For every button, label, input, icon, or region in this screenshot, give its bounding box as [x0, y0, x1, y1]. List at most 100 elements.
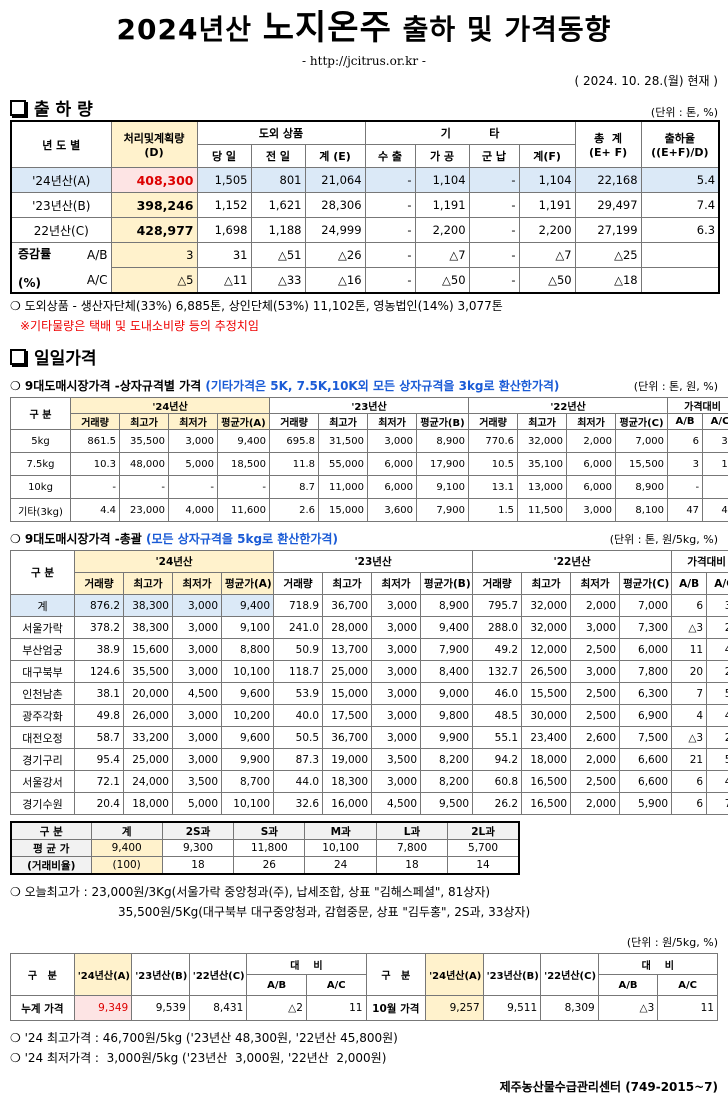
cell: 35,500	[120, 430, 169, 453]
cell: 11,600	[218, 499, 270, 522]
cell: 3,000	[567, 499, 616, 522]
cell: △33	[251, 268, 305, 294]
cell: 1,104	[519, 168, 575, 193]
cell: 20,000	[124, 683, 173, 705]
cell: 3,000	[173, 661, 222, 683]
cell: 24,999	[305, 218, 365, 243]
cell: (100)	[91, 857, 162, 875]
header: 거래량	[270, 414, 319, 430]
header: '24년산	[75, 551, 274, 573]
text: ❍ '24 최저가격 : 3,000원/5kg ('23년산 3,000원, '…	[10, 1049, 718, 1066]
cell: 28,000	[323, 617, 372, 639]
cell: 13.1	[469, 476, 518, 499]
row-label: '23년산(B)	[11, 193, 111, 218]
text: (단위 : 톤, 원/5kg, %)	[610, 531, 718, 547]
cell: 2,000	[571, 595, 620, 617]
cell: 8,200	[421, 771, 473, 793]
row-label: '24년산(A)	[11, 168, 111, 193]
cell: 29	[707, 661, 728, 683]
cell: 3,000	[571, 617, 620, 639]
text: 출 하 량	[10, 95, 93, 120]
cell: 27,199	[575, 218, 641, 243]
cell: 1,621	[251, 193, 305, 218]
cell: 4,000	[169, 499, 218, 522]
header: 평균가(C)	[616, 414, 668, 430]
text: (단위 : 톤, 원, %)	[634, 378, 718, 394]
cell: 7,800	[620, 661, 672, 683]
cell: 18	[376, 857, 447, 875]
document: 2024년산 노지온주 출하 및 가격동향 - http://jcitrus.o…	[0, 8, 728, 1102]
span: ❍ 9대도매시장가격 -총괄 (모든 상자규격을 5kg로 환산한가격)	[10, 530, 338, 547]
cell: 132.7	[473, 661, 522, 683]
cell: 18,500	[218, 453, 270, 476]
header: 최고가	[319, 414, 368, 430]
cell: 4	[672, 705, 707, 727]
cell: 408,300	[111, 168, 197, 193]
div: 출 하 량(단위 : 톤, %)	[10, 95, 718, 120]
cell: 9,539	[132, 996, 190, 1021]
cell: 1,188	[251, 218, 305, 243]
text: ❍ '24 최고가격 : 46,700원/5kg ('23년산 48,300원,…	[10, 1029, 718, 1046]
text: (E+ F)	[589, 146, 627, 159]
cell: 1,191	[519, 193, 575, 218]
cell: 8,100	[616, 499, 668, 522]
cell: -	[365, 193, 415, 218]
text: ❍ 도외상품 - 생산자단체(33%) 6,885톤, 상인단체(53%) 11…	[10, 297, 718, 314]
cell: 17,900	[417, 453, 469, 476]
title: 2024년산 노지온주 출하 및 가격동향	[10, 8, 718, 48]
cell: 25,000	[124, 749, 173, 771]
cell: 2,600	[571, 727, 620, 749]
cell: 20.4	[75, 793, 124, 815]
cell: 10.5	[469, 453, 518, 476]
cell: 15,600	[124, 639, 173, 661]
cell: 9,600	[222, 683, 274, 705]
cell: 28,306	[305, 193, 365, 218]
header: 평균가(A)	[218, 414, 270, 430]
cell: 7.4	[641, 193, 719, 218]
cell: 3,000	[372, 639, 421, 661]
text: ❍ 9대도매시장가격 -총괄	[10, 532, 142, 546]
cell: 35,500	[124, 661, 173, 683]
header: 최고가	[522, 573, 571, 595]
cell: 24,000	[124, 771, 173, 793]
cell: 22,168	[575, 168, 641, 193]
text: 도외 상품	[197, 121, 365, 145]
cell: 9,400	[218, 430, 270, 453]
cell: 72.1	[75, 771, 124, 793]
cell: 33,200	[124, 727, 173, 749]
cell: 18,000	[522, 749, 571, 771]
cell: -	[365, 218, 415, 243]
cell: 3,500	[372, 749, 421, 771]
cell: 9,900	[421, 727, 473, 749]
cell: 26.2	[473, 793, 522, 815]
cell: △3	[598, 996, 658, 1021]
cell: 9,349	[74, 996, 132, 1021]
cell: -	[169, 476, 218, 499]
cell: 7,500	[620, 727, 672, 749]
row-label: 10kg	[11, 476, 71, 499]
text: 전 일	[251, 145, 305, 168]
cell: 9,400	[91, 840, 162, 857]
cell: 6,000	[567, 453, 616, 476]
header: '22년산(C)	[541, 954, 599, 996]
row-label: 경기구리	[11, 749, 75, 771]
row-label: 7.5kg	[11, 453, 71, 476]
cell: -	[703, 476, 728, 499]
cell: △50	[519, 268, 575, 294]
cell: 26	[234, 857, 305, 875]
header: 최고가	[120, 414, 169, 430]
cell: 23,400	[522, 727, 571, 749]
header: 거래량	[469, 414, 518, 430]
cell: 5,700	[448, 840, 519, 857]
cell: △7	[519, 243, 575, 268]
cell: 2,000	[567, 430, 616, 453]
cell: 9,100	[417, 476, 469, 499]
header: 최저가	[169, 414, 218, 430]
cell: 44.0	[274, 771, 323, 793]
